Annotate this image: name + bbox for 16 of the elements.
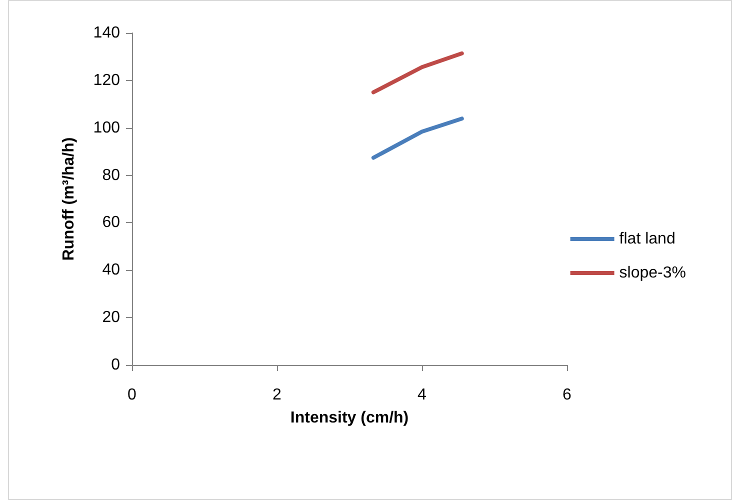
- y-tick-label: 140: [93, 24, 120, 42]
- y-axis-title: Runoff (m³/ha/h): [60, 137, 78, 261]
- y-tick-label: 120: [93, 72, 120, 89]
- x-tick-label: 0: [128, 386, 137, 404]
- x-axis-title: Intensity (cm/h): [290, 410, 409, 426]
- y-tick-label: 0: [111, 356, 120, 374]
- x-tick-label: 4: [418, 386, 427, 404]
- legend-label: flat land: [619, 230, 676, 248]
- y-tick-label: 100: [93, 119, 120, 136]
- y-tick-label: 20: [102, 309, 120, 326]
- y-tick-label: 80: [102, 166, 120, 184]
- legend-label: slope-3%: [619, 264, 686, 282]
- x-tick-label: 2: [272, 386, 282, 404]
- y-tick-label: 40: [102, 262, 120, 279]
- y-tick-label: 60: [102, 214, 120, 232]
- x-tick-label: 6: [562, 386, 572, 404]
